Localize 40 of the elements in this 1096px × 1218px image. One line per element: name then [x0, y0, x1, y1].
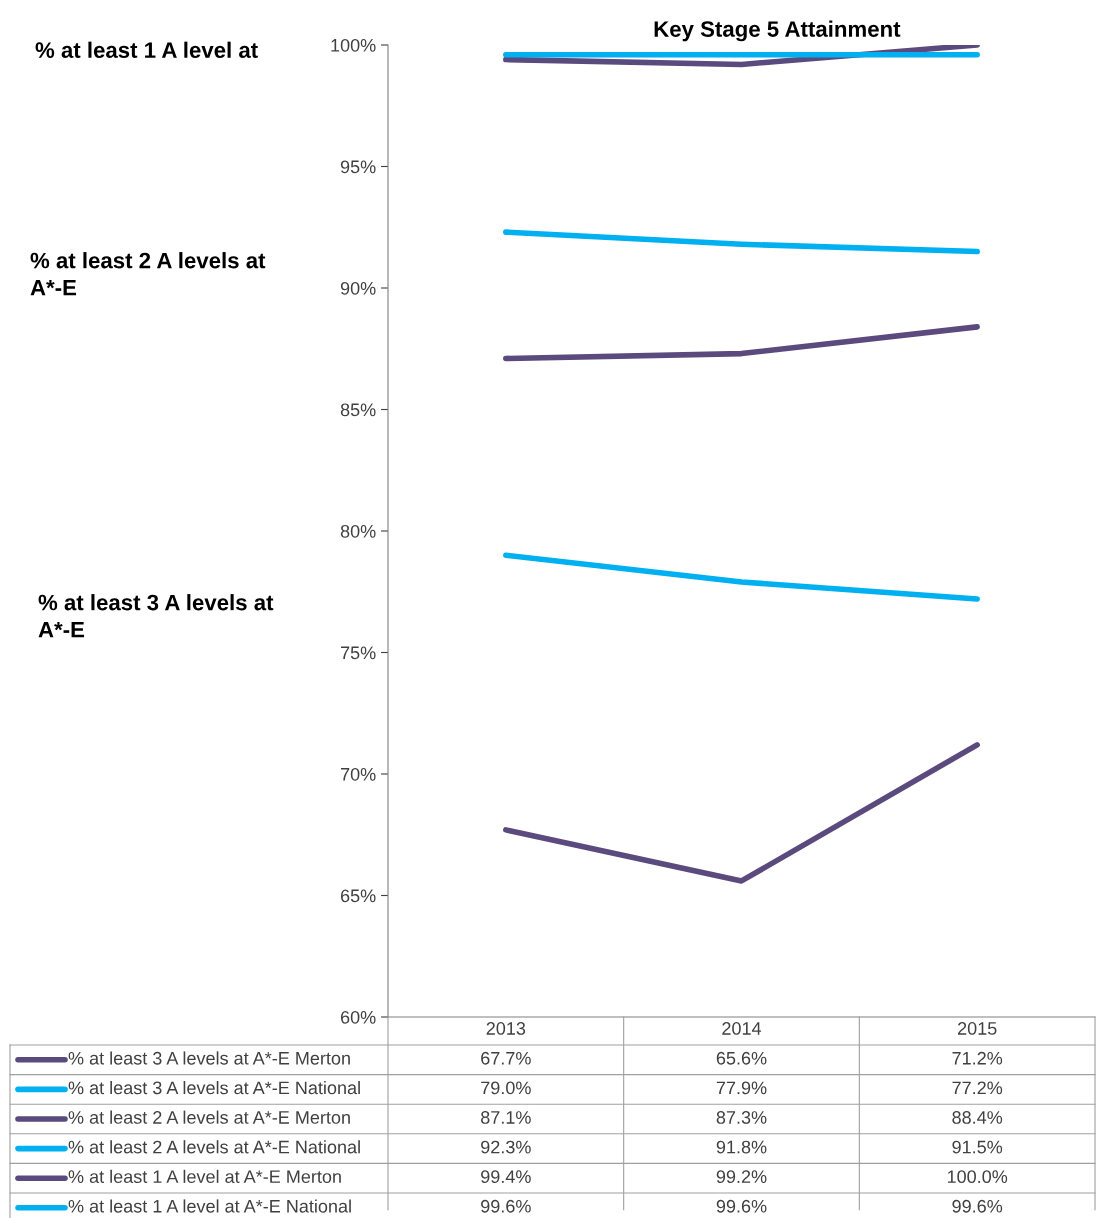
text: % at least 1 A level at — [35, 41, 258, 58]
legend-label: % at least 3 A levels at A*-E Merton — [68, 1051, 350, 1065]
y-tick-label: 70% — [340, 767, 376, 781]
data-label: 71.2% — [952, 1051, 1003, 1065]
data-label: 99.4% — [481, 1170, 531, 1184]
data-label: 67.7% — [481, 1051, 531, 1065]
y-tick-label: 85% — [340, 403, 376, 417]
y-tick-label: 80% — [340, 524, 376, 538]
legend-label: % at least 1 A level at A*-E Merton — [68, 1169, 341, 1184]
x-tick-label: 2013 — [486, 1022, 526, 1035]
data-label: 91.8% — [716, 1140, 767, 1154]
data-label: 99.6% — [952, 1199, 1003, 1213]
data-label: 77.9% — [716, 1081, 767, 1095]
data-label: 87.1% — [481, 1111, 531, 1124]
y-tick-label: 90% — [340, 281, 376, 295]
y-tick-label: 75% — [340, 646, 376, 660]
chart-title: Key Stage 5 Attainment — [654, 20, 901, 42]
data-label: 99.6% — [481, 1199, 531, 1213]
legend-label: % at least 1 A level at A*-E National — [68, 1199, 351, 1213]
x-tick-label: 2015 — [957, 1022, 997, 1035]
data-label: 99.2% — [716, 1170, 767, 1184]
data-label: 79.0% — [481, 1081, 531, 1095]
text: % at least 3 A levels at A*-E — [38, 594, 274, 638]
x-tick-label: 2014 — [722, 1022, 762, 1035]
data-label: 99.6% — [716, 1199, 767, 1213]
data-label: 92.3% — [481, 1140, 531, 1154]
data-label: 65.6% — [716, 1051, 767, 1065]
data-label: 91.5% — [952, 1140, 1003, 1154]
y-tick-label: 95% — [340, 160, 376, 174]
data-label: 100.0% — [947, 1170, 1008, 1184]
legend-label: % at least 3 A levels at A*-E National — [68, 1080, 360, 1095]
data-label: 88.4% — [952, 1111, 1003, 1124]
text: % at least 2 A levels at A*-E — [30, 252, 266, 296]
legend-label: % at least 2 A levels at A*-E Merton — [68, 1110, 350, 1124]
data-label: 77.2% — [952, 1081, 1003, 1095]
data-label: 87.3% — [716, 1111, 767, 1124]
y-tick-label: 100% — [331, 38, 376, 52]
y-tick-label: 60% — [340, 1010, 376, 1024]
y-tick-label: 65% — [340, 889, 376, 903]
legend-label: % at least 2 A levels at A*-E National — [68, 1140, 360, 1154]
